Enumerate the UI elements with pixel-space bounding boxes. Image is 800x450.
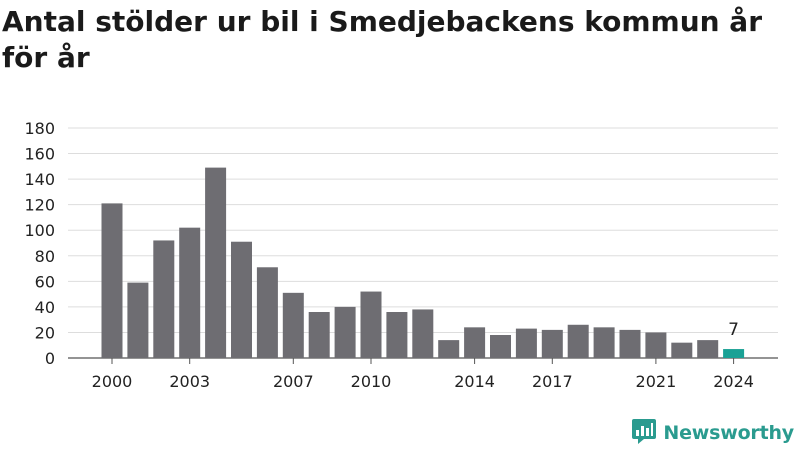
y-tick-label: 0 (45, 349, 55, 368)
y-tick-label: 140 (24, 170, 55, 189)
x-axis: 2000 2003 2007 2010 2014 2017 2021 2024 (92, 358, 754, 391)
bar-2001 (127, 282, 149, 358)
bar-2008 (308, 312, 330, 358)
x-tick-label: 2010 (351, 372, 392, 391)
x-tick-label: 2017 (532, 372, 573, 391)
x-tick-label: 2014 (454, 372, 495, 391)
bar-2006 (256, 267, 278, 358)
bar-2012 (412, 309, 434, 358)
bar-2021 (645, 332, 667, 358)
bars (101, 167, 745, 358)
newsworthy-logo-icon (631, 417, 657, 449)
bar-2023 (697, 340, 719, 358)
y-tick-label: 120 (24, 196, 55, 215)
y-tick-label: 60 (35, 272, 55, 291)
y-tick-label: 160 (24, 145, 55, 164)
x-tick-label: 2021 (636, 372, 677, 391)
y-tick-label: 80 (35, 247, 55, 266)
x-tick-label: 2000 (92, 372, 133, 391)
bar-2005 (231, 241, 252, 358)
bar-2000 (101, 203, 123, 358)
bar-2007 (282, 292, 304, 358)
bar-2020 (619, 329, 641, 358)
x-tick-label: 2024 (713, 372, 754, 391)
bar-2017 (541, 329, 563, 358)
y-tick-label: 40 (35, 298, 55, 317)
bar-2024 (723, 349, 745, 358)
bar-2015 (490, 335, 511, 358)
bar-2010 (360, 291, 382, 358)
data-label: 7 (728, 320, 739, 340)
brand[interactable]: Newsworthy (631, 419, 794, 447)
bar-2018 (567, 324, 589, 358)
brand-name: Newsworthy (663, 422, 794, 444)
x-tick-label: 2007 (273, 372, 314, 391)
bar-2004 (205, 167, 227, 358)
bar-2009 (334, 306, 356, 358)
bar-2013 (438, 340, 460, 358)
y-tick-label: 100 (24, 221, 55, 240)
y-axis-tick-labels: 0 20 40 60 80 100 120 140 160 180 (24, 119, 55, 368)
chart-title: Antal stölder ur bil i Smedjebackens kom… (2, 5, 763, 74)
y-tick-label: 180 (24, 119, 55, 138)
bar-2019 (593, 327, 615, 358)
annotations: 7 (728, 320, 739, 340)
bar-2022 (671, 342, 693, 358)
y-tick-label: 20 (35, 323, 55, 342)
bar-2014 (464, 327, 486, 358)
bar-2003 (179, 227, 201, 358)
bar-2016 (515, 328, 537, 358)
x-tick-label: 2003 (169, 372, 210, 391)
bar-2011 (386, 312, 408, 358)
bar-2002 (153, 240, 175, 358)
